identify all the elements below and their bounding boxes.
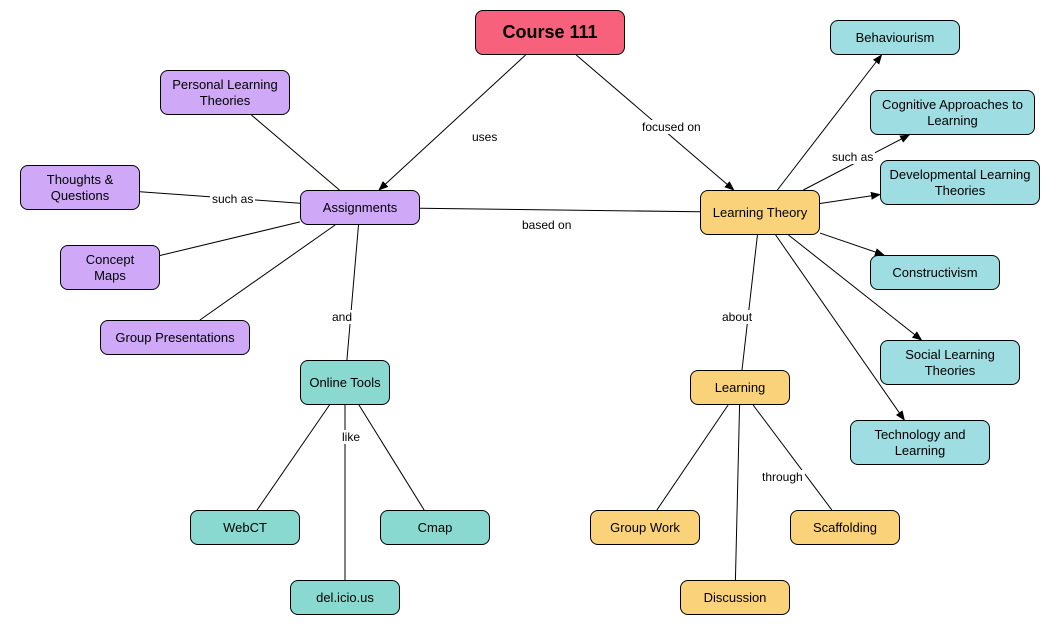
node-cog[interactable]: Cognitive Approaches to Learning (870, 90, 1035, 135)
node-cm[interactable]: Concept Maps (60, 245, 160, 290)
edge (200, 225, 335, 320)
edge-label: focused on (640, 120, 703, 134)
node-label: Group Presentations (115, 330, 234, 346)
node-label: Social Learning Theories (889, 347, 1011, 378)
node-scaf[interactable]: Scaffolding (790, 510, 900, 545)
edge (251, 115, 339, 190)
edge-label: about (720, 310, 754, 324)
node-label: Learning (715, 380, 766, 396)
node-label: Developmental Learning Theories (889, 167, 1031, 198)
node-learning[interactable]: Learning (690, 370, 790, 405)
edge (735, 405, 739, 580)
node-cmap[interactable]: Cmap (380, 510, 490, 545)
node-ot[interactable]: Online Tools (300, 360, 390, 405)
edge-label: such as (830, 150, 875, 164)
node-label: Cognitive Approaches to Learning (879, 97, 1026, 128)
node-label: Assignments (323, 200, 397, 216)
node-label: Scaffolding (813, 520, 877, 536)
edge (753, 405, 832, 510)
node-cons[interactable]: Constructivism (870, 255, 1000, 290)
node-label: Constructivism (892, 265, 977, 281)
node-plt[interactable]: Personal Learning Theories (160, 70, 290, 115)
edge-label: and (330, 310, 354, 324)
edge (420, 208, 700, 212)
node-label: Behaviourism (856, 30, 935, 46)
edge-label: such as (210, 192, 255, 206)
node-label: Personal Learning Theories (169, 77, 281, 108)
edge (257, 405, 329, 510)
node-soc[interactable]: Social Learning Theories (880, 340, 1020, 385)
node-tech[interactable]: Technology and Learning (850, 420, 990, 465)
edge (657, 405, 728, 510)
node-label: Group Work (610, 520, 680, 536)
node-disc[interactable]: Discussion (680, 580, 790, 615)
node-webct[interactable]: WebCT (190, 510, 300, 545)
edge (742, 235, 757, 370)
node-label: Learning Theory (713, 205, 807, 221)
node-label: Cmap (418, 520, 453, 536)
node-label: WebCT (223, 520, 267, 536)
edge-label: like (340, 430, 362, 444)
node-label: Discussion (704, 590, 767, 606)
node-gw[interactable]: Group Work (590, 510, 700, 545)
edge (160, 222, 300, 256)
edge-label: based on (520, 218, 573, 232)
edge (777, 55, 881, 190)
node-label: Concept Maps (69, 252, 151, 283)
node-lt[interactable]: Learning Theory (700, 190, 820, 235)
edge (379, 55, 526, 190)
edge (820, 233, 884, 255)
node-label: Thoughts & Questions (29, 172, 131, 203)
node-course[interactable]: Course 111 (475, 10, 625, 55)
node-label: Online Tools (309, 375, 380, 391)
node-dev[interactable]: Developmental Learning Theories (880, 160, 1040, 205)
edge-label: through (760, 470, 805, 484)
node-tq[interactable]: Thoughts & Questions (20, 165, 140, 210)
node-label: del.icio.us (316, 590, 374, 606)
edge (359, 405, 424, 510)
edge-label: uses (470, 130, 499, 144)
node-label: Technology and Learning (859, 427, 981, 458)
node-assignments[interactable]: Assignments (300, 190, 420, 225)
node-beh[interactable]: Behaviourism (830, 20, 960, 55)
edge (347, 225, 359, 360)
edge (820, 195, 880, 204)
node-label: Course 111 (502, 22, 597, 44)
node-gp[interactable]: Group Presentations (100, 320, 250, 355)
node-delicious[interactable]: del.icio.us (290, 580, 400, 615)
